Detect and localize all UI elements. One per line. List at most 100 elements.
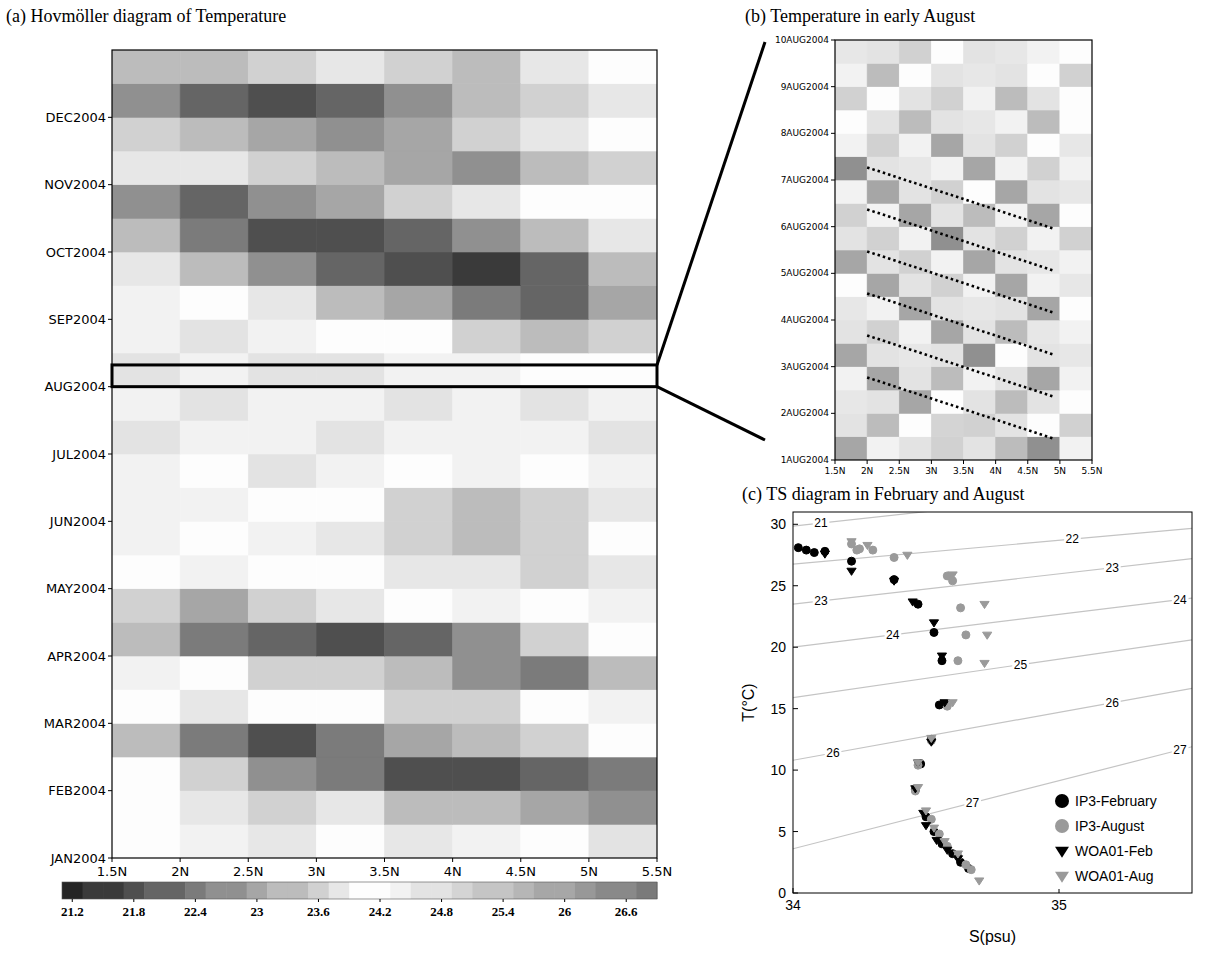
data-point bbox=[869, 546, 877, 554]
isopycnal-label: 27 bbox=[966, 796, 980, 810]
heat-cell bbox=[1028, 87, 1060, 110]
heat-cell bbox=[867, 413, 899, 436]
heat-cell bbox=[589, 589, 657, 623]
colorbar-tick bbox=[564, 899, 565, 902]
heat-cell bbox=[112, 286, 180, 320]
heat-cell bbox=[453, 252, 521, 286]
colorbar-swatch bbox=[534, 882, 555, 899]
heat-cell bbox=[316, 521, 384, 555]
x-tick bbox=[1059, 460, 1060, 464]
heat-cell bbox=[521, 589, 589, 623]
heat-cell bbox=[453, 589, 521, 623]
heat-cell bbox=[248, 50, 316, 84]
heat-cell bbox=[899, 110, 931, 133]
y-tick-label: MAY2004 bbox=[46, 581, 106, 596]
isopycnal-label: 22 bbox=[1066, 532, 1080, 546]
plot-area bbox=[835, 40, 1092, 460]
x-tick bbox=[112, 858, 113, 862]
y-tick-label: 25 bbox=[770, 578, 786, 594]
heat-cell bbox=[316, 454, 384, 488]
heat-cell bbox=[248, 117, 316, 151]
heat-cell bbox=[385, 791, 453, 825]
heat-cell bbox=[899, 320, 931, 343]
heat-cell bbox=[589, 521, 657, 555]
heat-cell bbox=[453, 555, 521, 589]
heat-cell bbox=[316, 757, 384, 791]
heat-cell bbox=[521, 420, 589, 454]
heat-cell bbox=[521, 84, 589, 118]
heat-cell bbox=[996, 437, 1028, 460]
data-point bbox=[975, 878, 984, 885]
heat-cell bbox=[180, 151, 248, 185]
colorbar-swatch bbox=[636, 882, 657, 899]
isopycnal-label: 21 bbox=[814, 516, 828, 530]
heat-cell bbox=[931, 250, 963, 273]
heat-cell bbox=[1060, 110, 1092, 133]
x-tick bbox=[588, 858, 589, 862]
heat-cell bbox=[1028, 40, 1060, 63]
heat-cell bbox=[248, 454, 316, 488]
colorbar-tick-label: 26.6 bbox=[615, 904, 638, 919]
heat-cell bbox=[180, 690, 248, 724]
heat-cell bbox=[835, 133, 867, 156]
heat-cell bbox=[180, 723, 248, 757]
heat-cell bbox=[1060, 180, 1092, 203]
heat-cell bbox=[316, 622, 384, 656]
heat-cell bbox=[453, 117, 521, 151]
heat-cell bbox=[931, 40, 963, 63]
colorbar-tick-label: 21.2 bbox=[61, 904, 84, 919]
heat-cell bbox=[385, 622, 453, 656]
heat-cell bbox=[1060, 343, 1092, 366]
heat-cell bbox=[589, 791, 657, 825]
heat-cell bbox=[112, 589, 180, 623]
heat-cell bbox=[248, 185, 316, 219]
heat-cell bbox=[112, 521, 180, 555]
x-tick-label: 5.5N bbox=[642, 864, 672, 879]
heat-cell bbox=[248, 791, 316, 825]
isopycnal bbox=[793, 688, 1192, 760]
data-point bbox=[921, 823, 930, 830]
data-point bbox=[927, 735, 936, 742]
colorbar-tick-label: 24.8 bbox=[430, 904, 453, 919]
heat-cell bbox=[1060, 87, 1092, 110]
heat-cell bbox=[1028, 180, 1060, 203]
data-point bbox=[794, 544, 802, 552]
colorbar-swatch bbox=[165, 882, 186, 899]
heat-cell bbox=[835, 203, 867, 226]
heat-cell bbox=[453, 84, 521, 118]
y-tick-label: DEC2004 bbox=[46, 110, 106, 125]
y-tick bbox=[831, 460, 835, 461]
heat-cell bbox=[248, 387, 316, 421]
y-tick bbox=[108, 454, 112, 455]
heat-cell bbox=[964, 227, 996, 250]
heat-cell bbox=[996, 343, 1028, 366]
heat-cell bbox=[835, 227, 867, 250]
isopycnal bbox=[793, 598, 1192, 647]
heat-cell bbox=[899, 157, 931, 180]
heat-cell bbox=[835, 367, 867, 390]
heat-cell bbox=[453, 151, 521, 185]
colorbar-tick-label: 22.4 bbox=[184, 904, 207, 919]
colorbar-swatch bbox=[83, 882, 104, 899]
heat-cell bbox=[385, 151, 453, 185]
colorbar-tick bbox=[72, 899, 73, 902]
y-tick-label: 15 bbox=[770, 701, 786, 717]
data-point bbox=[929, 620, 938, 627]
heat-cell bbox=[996, 180, 1028, 203]
data-point bbox=[820, 551, 829, 558]
heat-cell bbox=[180, 286, 248, 320]
y-tick bbox=[108, 319, 112, 320]
heat-cell bbox=[521, 387, 589, 421]
heat-cell bbox=[1060, 367, 1092, 390]
y-tick bbox=[831, 180, 835, 181]
heat-cell bbox=[521, 656, 589, 690]
colorbar-tick bbox=[503, 899, 504, 902]
heat-cell bbox=[899, 413, 931, 436]
heat-cell bbox=[964, 250, 996, 273]
heat-cell bbox=[835, 40, 867, 63]
colorbar-swatch bbox=[554, 882, 575, 899]
heat-cell bbox=[964, 110, 996, 133]
heat-cell bbox=[899, 203, 931, 226]
heat-cell bbox=[589, 319, 657, 353]
heat-cell bbox=[589, 286, 657, 320]
